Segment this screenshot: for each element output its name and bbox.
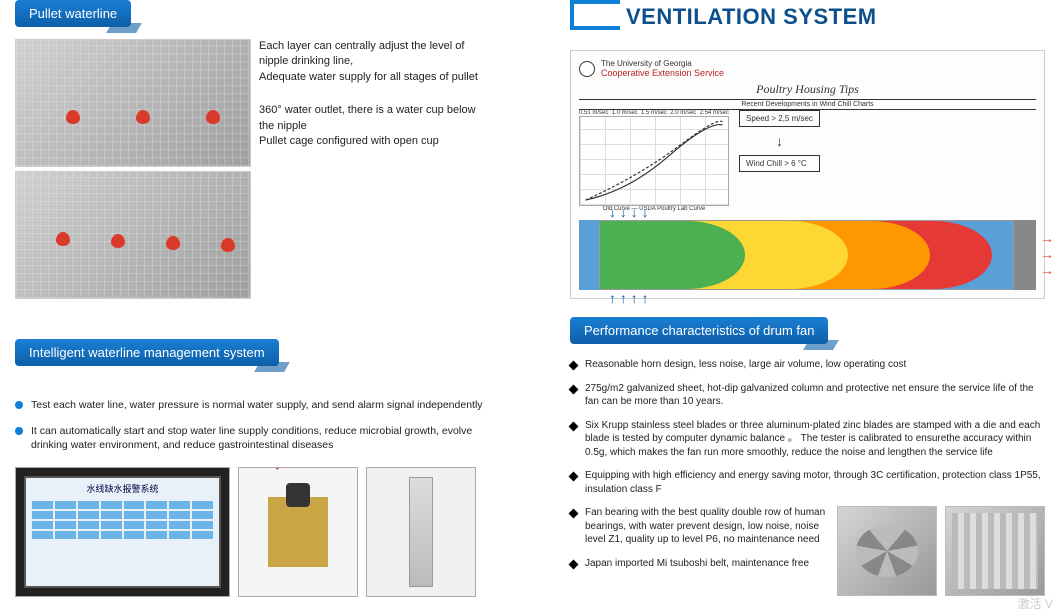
list-item: Test each water line, water pressure is …: [15, 398, 495, 412]
intelligent-waterline-tag: Intelligent waterline management system: [15, 339, 279, 366]
perf-text-4: Fan bearing with the best quality double…: [585, 506, 827, 547]
control-screen-photo: 水线缺水报警系统: [15, 467, 230, 597]
perf-text-1: 275g/m2 galvanized sheet, hot-dip galvan…: [585, 382, 1045, 409]
diamond-icon: [569, 472, 579, 482]
arrow-right-icon: →→→: [1040, 230, 1054, 278]
solenoid-valve-photo: [238, 467, 358, 597]
bullet-text-1: Test each water line, water pressure is …: [31, 398, 483, 412]
actuator-photo: [366, 467, 476, 597]
windchill-box: Wind Chill > 6 °C: [739, 155, 820, 172]
bullet-icon: [15, 427, 23, 435]
diamond-icon: [569, 559, 579, 569]
arrow-up-icon: ↑ ↑ ↑ ↑: [609, 290, 649, 306]
ventilation-title: VENTILATION SYSTEM: [626, 4, 877, 30]
diamond-icon: [569, 384, 579, 394]
fan-photo-cone: [837, 506, 937, 596]
arrow-down-icon: ↓: [739, 133, 820, 149]
list-item: Fan bearing with the best quality double…: [570, 506, 827, 547]
list-item: Japan imported Mi tsuboshi belt, mainten…: [570, 557, 827, 571]
ventilation-diagram: The University of Georgia Cooperative Ex…: [570, 50, 1045, 299]
left-column: Pullet waterline Each layer can centrall…: [15, 0, 495, 597]
diamond-icon: [569, 361, 579, 371]
diagram-subtitle: Recent Developments in Wind Chill Charts: [579, 99, 1036, 110]
waterline-photo-top: [15, 39, 251, 167]
perf-tag-label: Performance characteristics of drum fan: [584, 323, 814, 338]
control-images-row: 水线缺水报警系统: [15, 467, 495, 597]
arrow-down-icon: ↓ ↓ ↓ ↓: [609, 204, 649, 220]
bracket-icon: [570, 0, 620, 30]
wind-chill-chart: [579, 116, 729, 206]
ventilation-header: VENTILATION SYSTEM: [570, 0, 1045, 30]
bullet-text-2: It can automatically start and stop wate…: [31, 424, 495, 452]
screen-title: 水线缺水报警系统: [26, 478, 219, 495]
chart-curves: [580, 117, 728, 205]
speed-box: Speed > 2,5 m/sec: [739, 110, 820, 127]
diamond-icon: [569, 421, 579, 431]
list-item: Reasonable horn design, less noise, larg…: [570, 358, 1045, 372]
waterline-photo-section: Each layer can centrally adjust the leve…: [15, 39, 495, 299]
airflow-diagram: ↓ ↓ ↓ ↓ ↑ ↑ ↑ ↑ →→→: [579, 220, 1036, 290]
perf-text-5: Japan imported Mi tsuboshi belt, mainten…: [585, 557, 809, 571]
activate-watermark: 激活 V: [1018, 595, 1053, 612]
diamond-icon: [569, 509, 579, 519]
diagram-title: Poultry Housing Tips: [579, 82, 1036, 97]
diagram-source-sub: Cooperative Extension Service: [601, 68, 724, 78]
intel-tag-label: Intelligent waterline management system: [29, 345, 265, 360]
list-item: Equipping with high efficiency and energ…: [570, 469, 1045, 496]
perf-text-2: Six Krupp stainless steel blades or thre…: [585, 419, 1045, 460]
diagram-source: The University of Georgia: [601, 59, 724, 68]
perf-text-0: Reasonable horn design, less noise, larg…: [585, 358, 906, 372]
waterline-photo-bottom: [15, 171, 251, 299]
perf-text-3: Equipping with high efficiency and energ…: [585, 469, 1045, 496]
uga-logo-icon: [579, 61, 595, 77]
right-column: VENTILATION SYSTEM The University of Geo…: [570, 0, 1045, 596]
list-item: 275g/m2 galvanized sheet, hot-dip galvan…: [570, 382, 1045, 409]
waterline-description: Each layer can centrally adjust the leve…: [259, 39, 479, 299]
performance-bullet-list: Reasonable horn design, less noise, larg…: [570, 358, 1045, 596]
fan-photo-box: [945, 506, 1045, 596]
pullet-tag-label: Pullet waterline: [29, 6, 117, 21]
fan-photos: [837, 506, 1045, 596]
waterline-desc-2: 360° water outlet, there is a water cup …: [259, 103, 479, 149]
bullet-icon: [15, 401, 23, 409]
intelligent-bullet-list: Test each water line, water pressure is …: [15, 398, 495, 453]
pullet-waterline-tag: Pullet waterline: [15, 0, 131, 27]
waterline-desc-1: Each layer can centrally adjust the leve…: [259, 39, 479, 85]
list-item: Six Krupp stainless steel blades or thre…: [570, 419, 1045, 460]
performance-tag: Performance characteristics of drum fan: [570, 317, 828, 344]
list-item: It can automatically start and stop wate…: [15, 424, 495, 452]
